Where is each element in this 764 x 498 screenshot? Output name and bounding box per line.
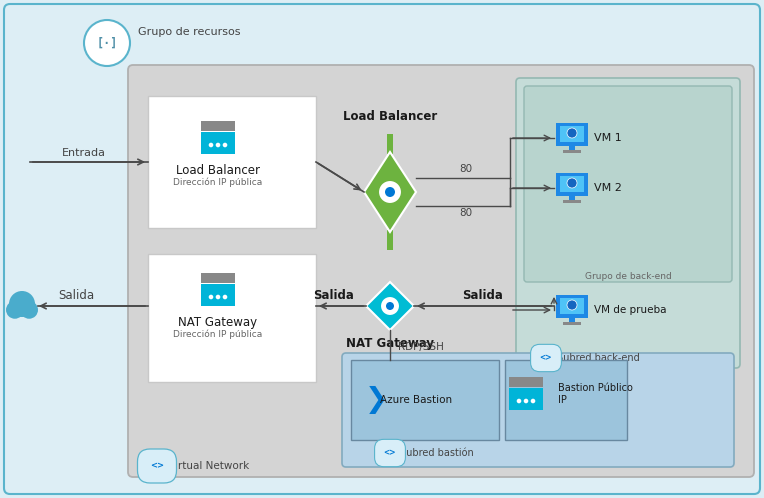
Text: <>: <> xyxy=(539,354,552,363)
Text: Entrada: Entrada xyxy=(62,148,106,158)
Bar xyxy=(148,254,316,382)
Circle shape xyxy=(209,143,213,147)
Text: VM 2: VM 2 xyxy=(594,183,622,193)
FancyBboxPatch shape xyxy=(516,78,740,368)
Bar xyxy=(556,123,588,146)
Text: Dirección IP pública: Dirección IP pública xyxy=(173,177,263,187)
Circle shape xyxy=(6,301,24,319)
Bar xyxy=(556,173,588,196)
FancyBboxPatch shape xyxy=(4,4,760,494)
Text: Salida: Salida xyxy=(58,288,94,301)
Bar xyxy=(201,121,235,131)
Polygon shape xyxy=(364,152,416,232)
Text: NAT Gateway: NAT Gateway xyxy=(179,316,257,329)
Bar xyxy=(201,284,235,306)
Bar xyxy=(560,298,584,314)
Text: Salida: Salida xyxy=(462,288,503,301)
Text: Load Balancer: Load Balancer xyxy=(176,163,260,176)
Bar xyxy=(201,132,235,154)
Bar xyxy=(201,273,235,283)
Circle shape xyxy=(209,295,213,299)
Text: Bastion Público
IP: Bastion Público IP xyxy=(558,383,633,405)
Text: Azure Bastion: Azure Bastion xyxy=(380,395,452,405)
Circle shape xyxy=(567,178,577,188)
Circle shape xyxy=(516,399,521,403)
Bar xyxy=(148,96,316,228)
Circle shape xyxy=(21,301,38,319)
Bar xyxy=(509,377,543,387)
Text: Virtual Network: Virtual Network xyxy=(168,461,249,471)
Circle shape xyxy=(15,295,34,314)
Text: 80: 80 xyxy=(459,208,473,218)
Circle shape xyxy=(531,399,536,403)
Circle shape xyxy=(10,295,29,314)
Circle shape xyxy=(386,302,394,310)
Circle shape xyxy=(215,143,220,147)
Bar xyxy=(556,295,588,318)
Circle shape xyxy=(567,128,577,138)
Text: Grupo de recursos: Grupo de recursos xyxy=(138,27,241,37)
Circle shape xyxy=(523,399,528,403)
Bar xyxy=(563,322,581,325)
Text: RDP/SSH: RDP/SSH xyxy=(398,342,444,352)
Circle shape xyxy=(378,180,402,204)
Text: Dirección IP pública: Dirección IP pública xyxy=(173,329,263,339)
Text: NAT Gateway: NAT Gateway xyxy=(346,337,434,350)
Polygon shape xyxy=(366,282,414,330)
FancyBboxPatch shape xyxy=(342,353,734,467)
Circle shape xyxy=(567,300,577,310)
Circle shape xyxy=(84,20,130,66)
Bar xyxy=(351,360,499,440)
Text: Salida: Salida xyxy=(313,288,354,301)
Bar xyxy=(563,200,581,203)
Bar xyxy=(509,388,543,410)
Text: VM 1: VM 1 xyxy=(594,133,622,143)
Text: Subred bastión: Subred bastión xyxy=(400,448,474,458)
Circle shape xyxy=(222,295,228,299)
Bar xyxy=(563,150,581,153)
Bar xyxy=(387,134,393,154)
Bar xyxy=(505,360,627,440)
Bar xyxy=(387,230,393,250)
Text: Load Balancer: Load Balancer xyxy=(343,110,437,123)
FancyBboxPatch shape xyxy=(524,86,732,282)
Text: Grupo de back-end: Grupo de back-end xyxy=(584,271,672,280)
Bar xyxy=(560,176,584,192)
Text: Subred back-end: Subred back-end xyxy=(557,353,639,363)
Bar xyxy=(569,146,575,151)
Circle shape xyxy=(215,295,220,299)
Circle shape xyxy=(385,187,395,197)
Circle shape xyxy=(9,291,35,317)
FancyBboxPatch shape xyxy=(128,65,754,477)
Text: [·]: [·] xyxy=(96,36,118,49)
Text: <>: <> xyxy=(384,449,397,458)
Bar xyxy=(560,126,584,142)
Text: ❯: ❯ xyxy=(364,386,387,414)
Text: 80: 80 xyxy=(459,164,473,174)
Bar xyxy=(569,196,575,201)
Bar xyxy=(569,318,575,323)
Circle shape xyxy=(380,296,400,316)
Text: VM de prueba: VM de prueba xyxy=(594,305,666,315)
Text: <>: <> xyxy=(150,462,164,471)
Circle shape xyxy=(222,143,228,147)
